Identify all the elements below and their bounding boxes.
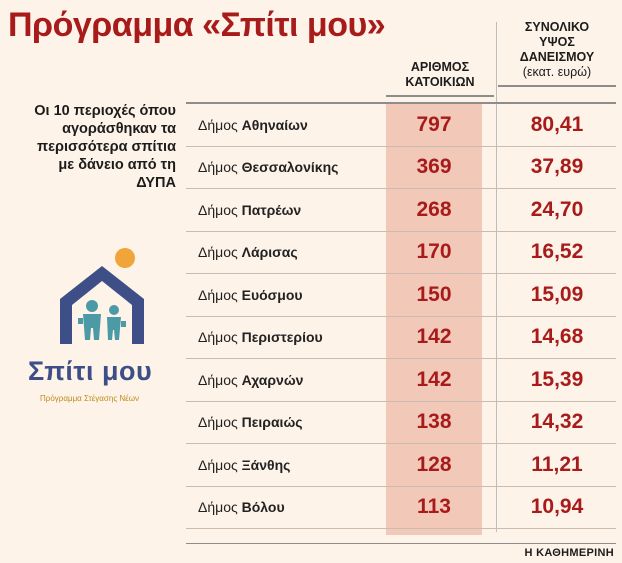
table-top-rule <box>186 102 616 104</box>
municipality-name: Βόλου <box>241 499 285 516</box>
homes-column-band <box>386 102 482 535</box>
table-row: Δήμος Βόλου 113 10,94 <box>186 487 616 529</box>
table-row: Δήμος Θεσσαλονίκης 369 37,89 <box>186 147 616 189</box>
column-header-loan-unit: (εκατ. ευρώ) <box>522 65 592 79</box>
municipality-name: Αχαρνών <box>241 371 304 388</box>
column-header-homes: ΑΡΙΘΜΟΣ ΚΑΤΟΙΚΙΩΝ <box>386 60 494 97</box>
column-header-loan-line3: ΔΑΝΕΙΣΜΟΥ <box>519 50 595 64</box>
municipality-name: Περιστερίου <box>241 329 323 346</box>
homes-value: 138 <box>416 410 452 434</box>
table-row: Δήμος Πειραιώς 138 14,32 <box>186 402 616 444</box>
loan-value: 37,89 <box>530 155 584 179</box>
loan-value: 24,70 <box>530 197 584 221</box>
house-family-icon <box>60 248 144 344</box>
row-label: Δήμος Αχαρνών <box>198 371 304 388</box>
row-label: Δήμος Βόλου <box>198 499 285 516</box>
homes-value: 113 <box>417 495 451 519</box>
table-row: Δήμος Ξάνθης 128 11,21 <box>186 444 616 487</box>
family-figures <box>78 300 126 340</box>
row-label: Δήμος Ευόσμου <box>198 286 303 303</box>
intro-text: Οι 10 περιοχές όπου αγοράσθηκαν τα περισ… <box>34 103 176 191</box>
table-row: Δήμος Πατρέων 268 24,70 <box>186 189 616 232</box>
row-label: Δήμος Θεσσαλονίκης <box>198 159 339 176</box>
row-label: Δήμος Πειραιώς <box>198 414 303 431</box>
column-header-loan: ΣΥΝΟΛΙΚΟ ΥΨΟΣ ΔΑΝΕΙΣΜΟΥ (εκατ. ευρώ) <box>498 20 616 87</box>
sun-icon <box>115 248 135 268</box>
municipality-name: Πατρέων <box>241 201 302 218</box>
homes-value: 797 <box>416 112 452 136</box>
logo-text: Σπίτι μου <box>28 356 153 386</box>
data-table: Δήμος Αθηναίων 797 80,41 Δήμος Θεσσαλονί… <box>186 104 616 529</box>
loan-value: 11,21 <box>531 452 583 476</box>
page-title: Πρόγραμμα «Σπίτι μου» <box>8 6 386 44</box>
column-header-homes-line1: ΑΡΙΘΜΟΣ <box>410 60 470 74</box>
row-label: Δήμος Αθηναίων <box>198 116 308 133</box>
loan-value: 16,52 <box>530 240 584 264</box>
homes-value: 268 <box>416 197 452 221</box>
table-row: Δήμος Αθηναίων 797 80,41 <box>186 104 616 147</box>
row-label: Δήμος Περιστερίου <box>198 329 323 346</box>
homes-value: 142 <box>416 367 452 391</box>
table-row: Δήμος Περιστερίου 142 14,68 <box>186 317 616 359</box>
column-header-homes-line2: ΚΑΤΟΙΚΙΩΝ <box>405 75 475 89</box>
table-bottom-rule <box>186 543 616 544</box>
column-divider <box>496 22 497 532</box>
logo-subtitle: Πρόγραμμα Στέγασης Νέων <box>40 394 139 403</box>
row-label: Δήμος Ξάνθης <box>198 456 291 473</box>
homes-value: 128 <box>416 452 452 476</box>
loan-value: 14,32 <box>530 410 584 434</box>
municipality-name: Αθηναίων <box>241 116 308 133</box>
homes-value: 170 <box>416 240 452 264</box>
row-label: Δήμος Πατρέων <box>198 201 302 218</box>
table-row: Δήμος Ευόσμου 150 15,09 <box>186 274 616 317</box>
municipality-name: Ξάνθης <box>241 456 291 473</box>
municipality-name: Θεσσαλονίκης <box>241 159 339 176</box>
homes-value: 142 <box>416 325 452 349</box>
column-header-loan-line1: ΣΥΝΟΛΙΚΟ <box>524 20 590 34</box>
row-label: Δήμος Λάρισας <box>198 244 298 261</box>
municipality-name: Πειραιώς <box>241 414 303 431</box>
municipality-name: Ευόσμου <box>241 286 303 303</box>
loan-value: 14,68 <box>530 325 584 349</box>
house-outline <box>60 266 144 344</box>
loan-value: 15,39 <box>530 367 584 391</box>
table-row: Δήμος Λάρισας 170 16,52 <box>186 232 616 274</box>
municipality-name: Λάρισας <box>241 244 298 261</box>
table-row: Δήμος Αχαρνών 142 15,39 <box>186 359 616 402</box>
loan-value: 80,41 <box>530 112 584 136</box>
loan-value: 15,09 <box>530 282 584 306</box>
homes-value: 369 <box>416 155 452 179</box>
loan-value: 10,94 <box>530 495 584 519</box>
homes-value: 150 <box>416 282 452 306</box>
source-credit: Η ΚΑΘΗΜΕΡΙΝΗ <box>524 547 614 559</box>
column-header-loan-line2: ΥΨΟΣ <box>539 35 575 49</box>
